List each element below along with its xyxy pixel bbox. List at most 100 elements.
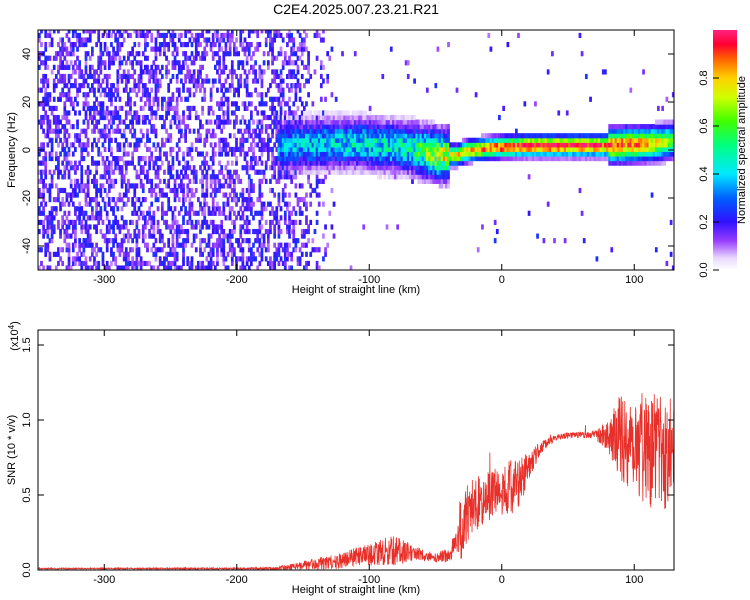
- spectrogram-cell: [326, 156, 330, 162]
- spectrogram-cell: [286, 160, 289, 166]
- spectrogram-cell: [269, 187, 272, 194]
- spectrogram-cell: [578, 32, 582, 39]
- spectrogram-cell: [442, 169, 446, 175]
- spectrogram-cell: [74, 165, 77, 171]
- spectrogram-cell: [165, 64, 168, 70]
- spectrogram-cell: [65, 160, 69, 166]
- spectrogram-cell: [256, 119, 260, 125]
- spectrogram-cell: [271, 174, 274, 180]
- spectrogram-cell: [389, 114, 393, 121]
- spectrogram-cell: [139, 128, 143, 134]
- spectrogram-cell: [250, 206, 253, 212]
- spectrogram-cell: [271, 165, 274, 171]
- spectrogram-cell: [315, 247, 319, 253]
- spectrogram-cell: [247, 146, 251, 153]
- spectrogram-cell: [661, 160, 664, 166]
- spectrogram-cell: [211, 37, 215, 43]
- spectrogram-cell: [205, 151, 209, 157]
- spectrogram-cell: [502, 133, 505, 139]
- spectrogram-cell: [508, 156, 512, 162]
- spectrogram-cell: [169, 174, 173, 180]
- spectrogram-cell: [419, 178, 423, 184]
- spectrogram-cell: [165, 151, 168, 157]
- spectrogram-cell: [298, 146, 302, 153]
- spectrogram-cell: [283, 101, 287, 107]
- spectrogram-cell: [61, 114, 65, 121]
- spectrogram-cell: [171, 233, 175, 239]
- y-tick-label: -20: [21, 190, 33, 206]
- spectrogram-cell: [411, 169, 414, 175]
- spectrogram-cell: [63, 219, 67, 225]
- spectrogram-cell: [436, 146, 440, 153]
- spectrogram-cell: [637, 146, 641, 153]
- spectrogram-cell: [455, 165, 459, 171]
- spectrogram-cell: [131, 265, 134, 270]
- spectrogram-cell: [599, 142, 603, 148]
- spectrogram-cell: [368, 169, 372, 175]
- spectrogram-cell: [199, 124, 202, 130]
- spectrogram-cell: [38, 228, 41, 235]
- spectrogram-cell: [230, 178, 234, 184]
- spectrogram-cell: [290, 178, 293, 184]
- spectrogram-cell: [368, 110, 372, 116]
- spectrogram-cell: [59, 187, 62, 194]
- spectrogram-cell: [239, 206, 243, 212]
- spectrogram-cell: [245, 128, 249, 134]
- spectrogram-cell: [213, 228, 217, 235]
- spectrogram-cell: [211, 110, 215, 116]
- spectrogram-cell: [163, 37, 166, 43]
- spectrogram-cell: [614, 156, 618, 162]
- spectrogram-cell: [247, 187, 251, 194]
- spectrogram-cell: [485, 156, 489, 162]
- spectrogram-cell: [139, 260, 143, 267]
- spectrogram-cell: [296, 124, 300, 130]
- spectrogram-cell: [127, 251, 130, 257]
- spectrogram-cell: [42, 119, 45, 125]
- spectrogram-cell: [260, 242, 264, 248]
- spectrogram-cell: [383, 156, 387, 162]
- spectrogram-cell: [349, 142, 353, 148]
- spectrogram-cell: [334, 137, 338, 143]
- spectrogram-cell: [54, 165, 58, 171]
- spectrogram-cell: [245, 206, 249, 212]
- spectrogram-cell: [589, 133, 592, 139]
- spectrogram-cell: [551, 151, 554, 157]
- spectrogram-cell: [226, 201, 230, 207]
- spectrogram-cell: [449, 156, 452, 162]
- spectrogram-cell: [97, 247, 101, 253]
- colorbar: 0.00.20.40.60.8 Normalized spectral ampl…: [698, 30, 748, 278]
- spectrogram-cell: [84, 228, 88, 235]
- spectrogram-cell: [184, 78, 187, 84]
- spectrogram-cell: [105, 165, 109, 171]
- spectrogram-cell: [264, 247, 268, 253]
- spectrogram-cell: [180, 206, 183, 212]
- spectrogram-cell: [120, 42, 124, 48]
- spectrogram-cell: [230, 242, 234, 248]
- spectrogram-cell: [417, 160, 421, 166]
- spectrogram-cell: [667, 119, 671, 125]
- spectrogram-cell: [305, 206, 308, 212]
- spectrogram-cell: [243, 206, 247, 212]
- spectrogram-cell: [182, 110, 185, 116]
- spectrogram-cell: [74, 32, 77, 39]
- spectrogram-cell: [275, 215, 279, 221]
- spectrogram-cell: [326, 242, 330, 248]
- spectrogram-cell: [466, 151, 469, 157]
- spectrogram-cell: [46, 124, 50, 130]
- spectrogram-cell: [44, 60, 48, 66]
- spectrogram-cell: [82, 37, 86, 43]
- spectrogram-cell: [146, 69, 149, 75]
- spectrogram-cell: [175, 242, 179, 248]
- spectrogram-cell: [292, 114, 296, 121]
- spectrogram-cell: [116, 247, 120, 253]
- spectrogram-cell: [137, 42, 141, 48]
- spectrogram-cell: [343, 114, 346, 121]
- spectrogram-cell: [572, 137, 575, 143]
- spectrogram-cell: [116, 224, 120, 230]
- spectrogram-cell: [93, 256, 96, 262]
- spectrogram-cell: [336, 110, 340, 116]
- spectrogram-cell: [319, 151, 323, 157]
- spectrogram-cell: [400, 156, 404, 162]
- spectrogram-cell: [341, 114, 344, 121]
- spectrogram-cell: [440, 183, 444, 189]
